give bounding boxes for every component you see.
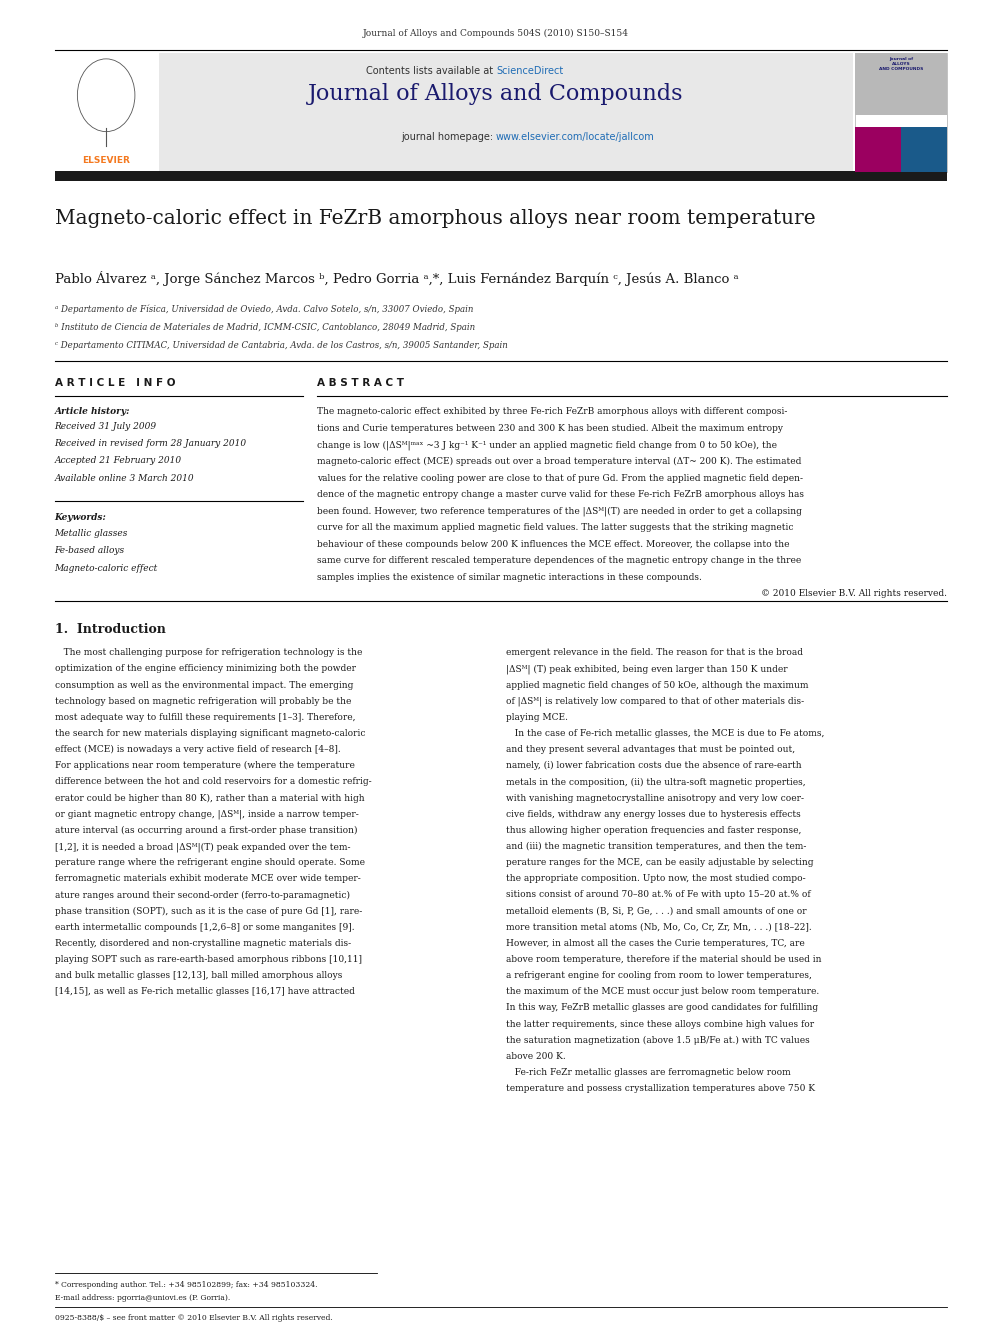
Text: Article history:: Article history: [55,407,130,417]
Text: same curve for different rescaled temperature dependences of the magnetic entrop: same curve for different rescaled temper… [317,556,802,565]
Bar [901,127,947,172]
Text: a refrigerant engine for cooling from room to lower temperatures,: a refrigerant engine for cooling from ro… [506,971,811,980]
Text: ScienceDirect: ScienceDirect [496,66,563,77]
Text: cive fields, withdraw any energy losses due to hysteresis effects: cive fields, withdraw any energy losses … [506,810,801,819]
Text: the saturation magnetization (above 1.5 μB/Fe at.) with TC values: the saturation magnetization (above 1.5 … [506,1036,809,1045]
Text: and bulk metallic glasses [12,13], ball milled amorphous alloys: and bulk metallic glasses [12,13], ball … [55,971,342,980]
Text: the search for new materials displaying significant magneto-caloric: the search for new materials displaying … [55,729,365,738]
Text: © 2010 Elsevier B.V. All rights reserved.: © 2010 Elsevier B.V. All rights reserved… [762,590,947,598]
Text: The most challenging purpose for refrigeration technology is the: The most challenging purpose for refrige… [55,648,362,658]
Text: 1.  Introduction: 1. Introduction [55,623,166,636]
Text: In the case of Fe-rich metallic glasses, the MCE is due to Fe atoms,: In the case of Fe-rich metallic glasses,… [506,729,824,738]
Text: of |ΔSᴹ| is relatively low compared to that of other materials dis-: of |ΔSᴹ| is relatively low compared to t… [506,697,805,706]
Text: Fe-based alloys: Fe-based alloys [55,546,125,556]
Text: or giant magnetic entropy change, |ΔSᴹ|, inside a narrow temper-: or giant magnetic entropy change, |ΔSᴹ|,… [55,810,358,819]
Text: applied magnetic field changes of 50 kOe, although the maximum: applied magnetic field changes of 50 kOe… [506,680,808,689]
Text: above 200 K.: above 200 K. [506,1052,565,1061]
Text: A B S T R A C T: A B S T R A C T [317,378,405,389]
Bar [855,127,901,172]
Text: [14,15], as well as Fe-rich metallic glasses [16,17] have attracted: [14,15], as well as Fe-rich metallic gla… [55,987,354,996]
Text: Fe-rich FeZr metallic glasses are ferromagnetic below room: Fe-rich FeZr metallic glasses are ferrom… [506,1068,791,1077]
Text: The magneto-caloric effect exhibited by three Fe-rich FeZrB amorphous alloys wit: The magneto-caloric effect exhibited by … [317,407,788,417]
Text: difference between the hot and cold reservoirs for a domestic refrig-: difference between the hot and cold rese… [55,778,371,786]
Text: values for the relative cooling power are close to that of pure Gd. From the app: values for the relative cooling power ar… [317,474,804,483]
Text: temperature and possess crystallization temperatures above 750 K: temperature and possess crystallization … [506,1084,815,1093]
Text: dence of the magnetic entropy change a master curve valid for these Fe-rich FeZr: dence of the magnetic entropy change a m… [317,491,805,499]
Bar [55,53,159,172]
Text: samples implies the existence of similar magnetic interactions in these compound: samples implies the existence of similar… [317,573,702,582]
Text: and (iii) the magnetic transition temperatures, and then the tem-: and (iii) the magnetic transition temper… [506,841,806,851]
Text: more transition metal atoms (Nb, Mo, Co, Cr, Zr, Mn, . . .) [18–22].: more transition metal atoms (Nb, Mo, Co,… [506,922,811,931]
Text: Journal of Alloys and Compounds 504S (2010) S150–S154: Journal of Alloys and Compounds 504S (20… [363,29,629,38]
Text: the maximum of the MCE must occur just below room temperature.: the maximum of the MCE must occur just b… [506,987,819,996]
Text: Keywords:: Keywords: [55,513,106,523]
Text: Contents lists available at: Contents lists available at [366,66,496,77]
Text: In this way, FeZrB metallic glasses are good candidates for fulfilling: In this way, FeZrB metallic glasses are … [506,1003,818,1012]
Text: ᵃ Departamento de Física, Universidad de Oviedo, Avda. Calvo Sotelo, s/n, 33007 : ᵃ Departamento de Física, Universidad de… [55,304,473,314]
Text: behaviour of these compounds below 200 K influences the MCE effect. Moreover, th: behaviour of these compounds below 200 K… [317,540,790,549]
Text: 0925-8388/$ – see front matter © 2010 Elsevier B.V. All rights reserved.: 0925-8388/$ – see front matter © 2010 El… [55,1314,332,1322]
Text: consumption as well as the environmental impact. The emerging: consumption as well as the environmental… [55,680,353,689]
Text: change is low (|ΔSᴹ|ᵐᵃˣ ~3 J kg⁻¹ K⁻¹ under an applied magnetic field change fro: change is low (|ΔSᴹ|ᵐᵃˣ ~3 J kg⁻¹ K⁻¹ un… [317,441,778,450]
Text: erator could be higher than 80 K), rather than a material with high: erator could be higher than 80 K), rathe… [55,794,364,803]
Text: and they present several advantages that must be pointed out,: and they present several advantages that… [506,745,795,754]
Bar [55,171,947,181]
Text: been found. However, two reference temperatures of the |ΔSᴹ|(T) are needed in or: been found. However, two reference tempe… [317,507,803,516]
Text: Journal of Alloys and Compounds: Journal of Alloys and Compounds [309,83,683,106]
Text: For applications near room temperature (where the temperature: For applications near room temperature (… [55,761,354,770]
Text: Magneto-caloric effect in FeZrB amorphous alloys near room temperature: Magneto-caloric effect in FeZrB amorphou… [55,209,815,228]
Text: ferromagnetic materials exhibit moderate MCE over wide temper-: ferromagnetic materials exhibit moderate… [55,875,360,884]
Text: [1,2], it is needed a broad |ΔSᴹ|(T) peak expanded over the tem-: [1,2], it is needed a broad |ΔSᴹ|(T) pea… [55,841,350,852]
Text: earth intermetallic compounds [1,2,6–8] or some manganites [9].: earth intermetallic compounds [1,2,6–8] … [55,922,354,931]
Text: perature ranges for the MCE, can be easily adjustable by selecting: perature ranges for the MCE, can be easi… [506,859,813,867]
Text: namely, (i) lower fabrication costs due the absence of rare-earth: namely, (i) lower fabrication costs due … [506,761,802,770]
Text: journal homepage:: journal homepage: [401,132,496,143]
Text: tions and Curie temperatures between 230 and 300 K has been studied. Albeit the : tions and Curie temperatures between 230… [317,423,784,433]
Text: thus allowing higher operation frequencies and faster response,: thus allowing higher operation frequenci… [506,826,802,835]
Text: Journal of
ALLOYS
AND COMPOUNDS: Journal of ALLOYS AND COMPOUNDS [879,57,924,71]
Text: the appropriate composition. Upto now, the most studied compo-: the appropriate composition. Upto now, t… [506,875,806,884]
Bar [855,53,947,172]
Text: Received 31 July 2009: Received 31 July 2009 [55,422,157,431]
Text: emergent relevance in the field. The reason for that is the broad: emergent relevance in the field. The rea… [506,648,803,658]
Text: However, in almost all the cases the Curie temperatures, TC, are: However, in almost all the cases the Cur… [506,939,805,947]
Text: metals in the composition, (ii) the ultra-soft magnetic properties,: metals in the composition, (ii) the ultr… [506,778,806,786]
Text: most adequate way to fulfill these requirements [1–3]. Therefore,: most adequate way to fulfill these requi… [55,713,355,722]
Text: playing MCE.: playing MCE. [506,713,567,722]
Text: technology based on magnetic refrigeration will probably be the: technology based on magnetic refrigerati… [55,697,351,705]
Text: ature interval (as occurring around a first-order phase transition): ature interval (as occurring around a fi… [55,826,357,835]
Text: Magneto-caloric effect: Magneto-caloric effect [55,564,158,573]
Text: * Corresponding author. Tel.: +34 985102899; fax: +34 985103324.: * Corresponding author. Tel.: +34 985102… [55,1281,317,1289]
Text: ature ranges around their second-order (ferro-to-paramagnetic): ature ranges around their second-order (… [55,890,349,900]
Text: metalloid elements (B, Si, P, Ge, . . .) and small amounts of one or: metalloid elements (B, Si, P, Ge, . . .)… [506,906,806,916]
Bar [855,53,947,115]
Text: Recently, disordered and non-crystalline magnetic materials dis-: Recently, disordered and non-crystalline… [55,939,351,947]
Text: optimization of the engine efficiency minimizing both the powder: optimization of the engine efficiency mi… [55,664,355,673]
Text: Available online 3 March 2010: Available online 3 March 2010 [55,474,194,483]
Bar [55,53,853,172]
Text: phase transition (SOPT), such as it is the case of pure Gd [1], rare-: phase transition (SOPT), such as it is t… [55,906,362,916]
Text: perature range where the refrigerant engine should operate. Some: perature range where the refrigerant eng… [55,859,365,867]
Text: A R T I C L E   I N F O: A R T I C L E I N F O [55,378,175,389]
Text: Metallic glasses: Metallic glasses [55,529,128,538]
Text: magneto-caloric effect (MCE) spreads out over a broad temperature interval (ΔT~ : magneto-caloric effect (MCE) spreads out… [317,458,802,466]
Text: above room temperature, therefore if the material should be used in: above room temperature, therefore if the… [506,955,821,964]
Text: sitions consist of around 70–80 at.% of Fe with upto 15–20 at.% of: sitions consist of around 70–80 at.% of … [506,890,810,900]
Text: ᵇ Instituto de Ciencia de Materiales de Madrid, ICMM-CSIC, Cantoblanco, 28049 Ma: ᵇ Instituto de Ciencia de Materiales de … [55,323,475,332]
Text: ᶜ Departamento CITIMAC, Universidad de Cantabria, Avda. de los Castros, s/n, 390: ᶜ Departamento CITIMAC, Universidad de C… [55,341,507,351]
Text: www.elsevier.com/locate/jallcom: www.elsevier.com/locate/jallcom [496,132,655,143]
Text: curve for all the maximum applied magnetic field values. The latter suggests tha: curve for all the maximum applied magnet… [317,523,794,532]
Text: effect (MCE) is nowadays a very active field of research [4–8].: effect (MCE) is nowadays a very active f… [55,745,340,754]
Text: ELSEVIER: ELSEVIER [82,156,130,165]
Text: the latter requirements, since these alloys combine high values for: the latter requirements, since these all… [506,1020,814,1028]
Text: with vanishing magnetocrystalline anisotropy and very low coer-: with vanishing magnetocrystalline anisot… [506,794,804,803]
Text: Received in revised form 28 January 2010: Received in revised form 28 January 2010 [55,439,247,448]
Text: playing SOPT such as rare-earth-based amorphous ribbons [10,11]: playing SOPT such as rare-earth-based am… [55,955,361,964]
Text: E-mail address: pgorria@uniovi.es (P. Gorria).: E-mail address: pgorria@uniovi.es (P. Go… [55,1294,230,1302]
Text: |ΔSᴹ| (T) peak exhibited, being even larger than 150 K under: |ΔSᴹ| (T) peak exhibited, being even lar… [506,664,788,673]
Text: Pablo Álvarez ᵃ, Jorge Sánchez Marcos ᵇ, Pedro Gorria ᵃ,*, Luis Fernández Barquí: Pablo Álvarez ᵃ, Jorge Sánchez Marcos ᵇ,… [55,271,738,286]
Text: Accepted 21 February 2010: Accepted 21 February 2010 [55,456,182,466]
